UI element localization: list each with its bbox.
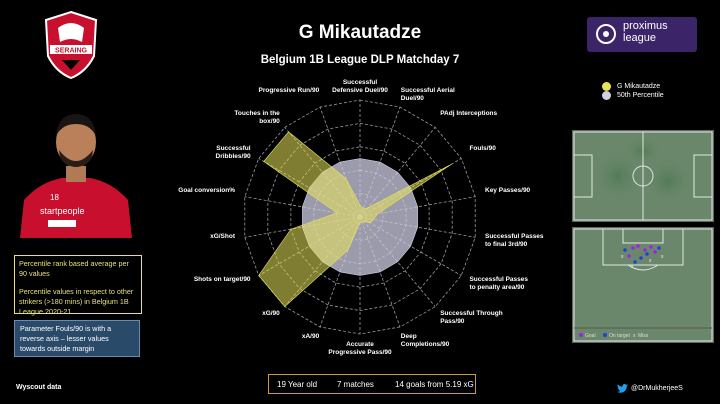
svg-text:x: x: [661, 254, 664, 260]
radar-axis-label: xG/Shot: [210, 232, 235, 240]
radar-spoke: [244, 216, 361, 238]
radar-axis-label: Shots on target/90: [193, 275, 251, 283]
svg-text:18: 18: [50, 193, 59, 202]
radar-series: [258, 131, 452, 308]
radar-axis-label: Key Passes/90: [485, 187, 531, 195]
radar-axis-label: Fouls/90: [469, 144, 496, 152]
reverse-axis-note: Parameter Fouls/90 is with a reverse axi…: [14, 320, 140, 357]
legend-player-label: G Mikautadze: [617, 83, 661, 90]
league-name-line2: league: [623, 32, 657, 44]
radar-spoke: [359, 216, 436, 307]
svg-text:x: x: [631, 264, 634, 270]
legend-player-swatch: [602, 82, 611, 91]
chart-subtitle: Belgium 1B League DLP Matchday 7: [260, 54, 460, 66]
radar-axis-label: Successful Through Pass/90: [440, 310, 503, 326]
radar-spoke: [359, 216, 462, 276]
radar-spoke: [359, 127, 436, 218]
club-crest: SERAING: [44, 10, 98, 80]
player-stats-box: 19 Year old 7 matches 14 goals from 5.19…: [268, 374, 476, 394]
radar-spoke: [319, 106, 361, 218]
radar-axis-label: Goal conversion%: [178, 187, 235, 195]
shotmap-legend-label: Goal: [585, 333, 596, 339]
radar-axis-label: xG/90: [262, 310, 280, 318]
data-source: Wyscout data: [16, 384, 62, 391]
crest-text: SERAING: [55, 48, 87, 55]
radar-axis-label: Touches in the box/90: [234, 109, 280, 125]
radar-spoke: [244, 196, 361, 218]
player-age: 19 Year old: [277, 380, 318, 389]
radar-spoke: [359, 216, 401, 328]
svg-text:startpeople: startpeople: [40, 206, 85, 216]
league-ball-icon: [596, 24, 616, 44]
percentile-rank-note: Percentile rank based average per 90 val…: [19, 259, 129, 278]
radar-axis-label: PAdj Interceptions: [440, 109, 498, 117]
radar-axis-label: Accurate Progressive Pass/90: [328, 341, 392, 356]
league-name-line1: proximus: [623, 20, 668, 32]
svg-text:x: x: [621, 254, 624, 260]
shotmap-legend-label: On target: [609, 333, 630, 339]
radar-spoke: [359, 216, 476, 238]
legend-player: G Mikautadze: [602, 82, 660, 91]
radar-axis-label: Successful Passes to final 3rd/90: [485, 232, 544, 248]
radar-spoke: [319, 216, 361, 328]
shotmap-legend-label: Miss: [638, 333, 649, 339]
radar-axis-label: Successful Defensive Duel/90: [332, 79, 388, 94]
shot-markers: x x x x: [621, 244, 664, 270]
svg-text:x: x: [633, 333, 636, 339]
player-photo: 18 startpeople: [14, 96, 138, 238]
legend-median-swatch: [602, 91, 611, 100]
legend-median-label: 50th Percentile: [617, 92, 664, 99]
radar-axis-label: Successful Passes to penalty area/90: [469, 275, 528, 291]
player-series-area: [258, 131, 452, 308]
shotmap-pitch: x x x x Goal On target x Miss: [572, 227, 714, 343]
legend-median: 50th Percentile: [602, 91, 664, 100]
radar-axis-label: Successful Dribbles/90: [215, 144, 251, 160]
percentile-values-note: Percentile values in respect to other st…: [19, 287, 134, 316]
twitter-handle-text: @DrMukherjeeS: [631, 385, 683, 392]
radar-axis-label: xA/90: [301, 333, 320, 341]
heatmap-pitch: [572, 130, 714, 222]
twitter-handle[interactable]: @DrMukherjeeS: [617, 384, 683, 393]
radar-axis-label: Successful Aerial Duel/90: [400, 86, 455, 102]
radar-spoke: [359, 196, 476, 218]
radar-axis-label: Deep Completions/90: [400, 333, 450, 349]
chart-title: G Mikautadze: [298, 22, 422, 43]
player-goals: 14 goals from 5.19 xG: [395, 380, 474, 389]
player-matches: 7 matches: [337, 380, 374, 389]
league-logo: proximus league: [587, 17, 697, 52]
twitter-icon: [617, 384, 628, 393]
percentile-notes: Percentile rank based average per 90 val…: [14, 255, 142, 316]
radar-axis-label: Progressive Run/90: [258, 86, 320, 94]
radar-spoke: [359, 106, 401, 218]
svg-text:x: x: [649, 258, 652, 264]
radar-chart: [244, 99, 476, 335]
